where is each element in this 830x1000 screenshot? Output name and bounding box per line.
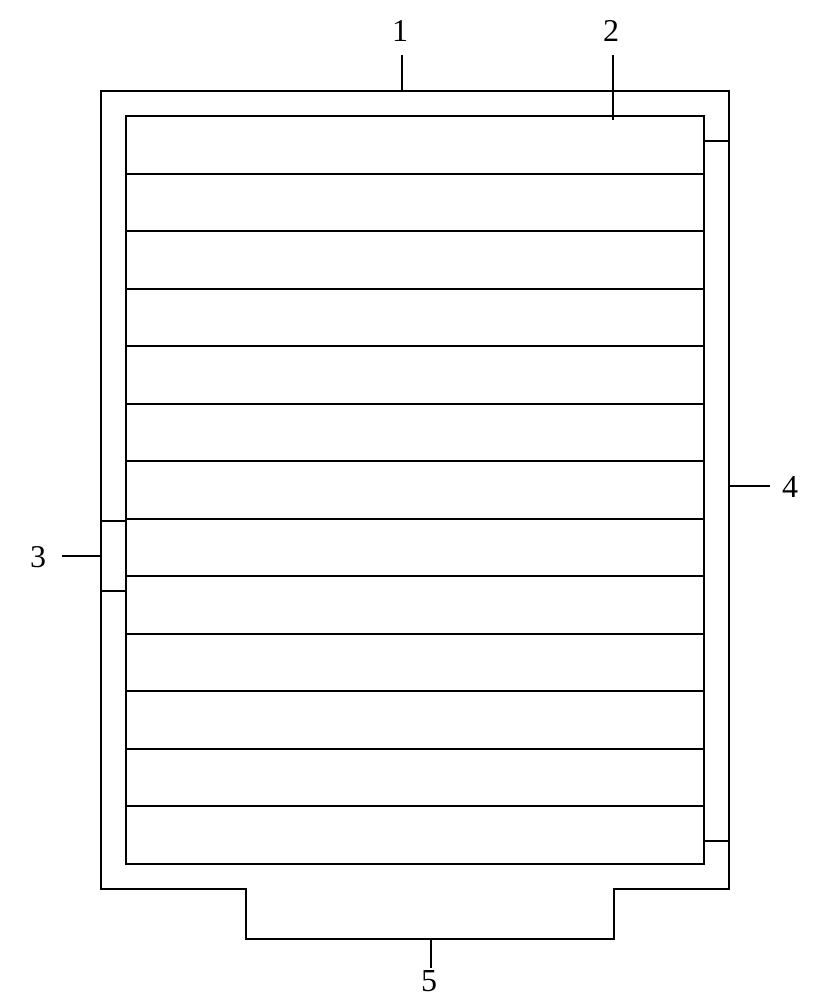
slat [127, 405, 703, 463]
slat [127, 347, 703, 405]
slat [127, 577, 703, 635]
label-5: 5 [421, 962, 437, 999]
label-4: 4 [782, 468, 798, 505]
right-notch-top-line [705, 140, 730, 142]
slat [127, 692, 703, 750]
left-notch-top-line [100, 520, 125, 522]
leader-line-1 [401, 55, 403, 90]
slat [127, 117, 703, 175]
inner-panel [125, 115, 705, 865]
slat [127, 175, 703, 233]
bottom-block [245, 888, 615, 940]
left-notch-bottom-line [100, 590, 125, 592]
slat [127, 635, 703, 693]
technical-diagram: 1 2 3 4 5 [0, 0, 830, 1000]
slat [127, 462, 703, 520]
slat [127, 807, 703, 863]
slat [127, 520, 703, 578]
label-1: 1 [392, 12, 408, 49]
slat [127, 290, 703, 348]
label-2: 2 [603, 12, 619, 49]
right-notch-bottom-line [705, 840, 730, 842]
leader-line-2 [612, 55, 614, 120]
slat [127, 750, 703, 808]
leader-line-4 [730, 485, 770, 487]
label-3: 3 [30, 538, 46, 575]
slat [127, 232, 703, 290]
leader-line-3 [62, 555, 100, 557]
